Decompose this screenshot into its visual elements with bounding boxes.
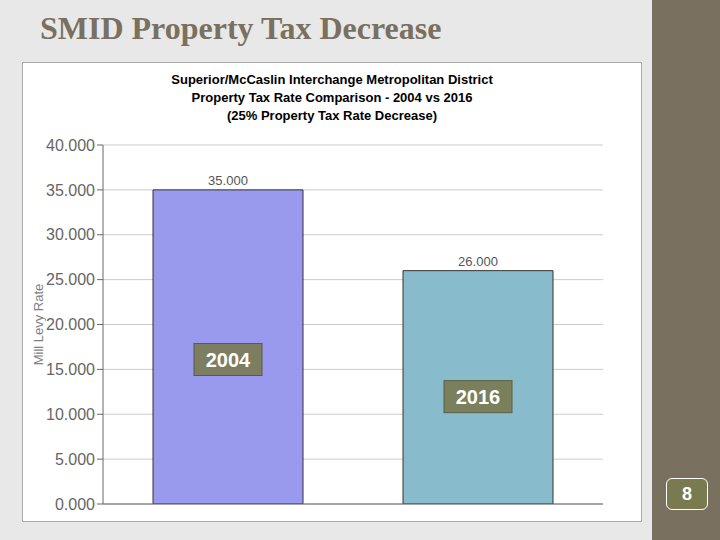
html-text:(25% Property Tax Rate Decreas: (25% Property Tax Rate Decrease) xyxy=(227,108,437,123)
svg-text:2016: 2016 xyxy=(456,386,501,408)
svg-text:0.000: 0.000 xyxy=(55,496,95,513)
svg-text:15.000: 15.000 xyxy=(46,361,95,378)
html-text:Superior/McCaslin Interchange: Superior/McCaslin Interchange Metropolit… xyxy=(171,72,493,87)
html-text:8: 8 xyxy=(682,484,692,504)
svg-text:5.000: 5.000 xyxy=(55,451,95,468)
svg-text:26.000: 26.000 xyxy=(458,254,498,269)
html-text:Property Tax Rate Comparison -: Property Tax Rate Comparison - 2004 vs 2… xyxy=(191,90,473,105)
svg-text:40.000: 40.000 xyxy=(46,137,95,154)
html-text:SMID Property Tax Decrease: SMID Property Tax Decrease xyxy=(40,10,442,46)
svg-text:20.000: 20.000 xyxy=(46,316,95,333)
svg-text:2004: 2004 xyxy=(206,349,251,371)
svg-text:25.000: 25.000 xyxy=(46,271,95,288)
svg-text:30.000: 30.000 xyxy=(46,226,95,243)
svg-text:Mill Levy Rate: Mill Levy Rate xyxy=(31,284,46,366)
svg-text:35.000: 35.000 xyxy=(46,182,95,199)
svg-text:10.000: 10.000 xyxy=(46,406,95,423)
svg-text:35.000: 35.000 xyxy=(208,173,248,188)
